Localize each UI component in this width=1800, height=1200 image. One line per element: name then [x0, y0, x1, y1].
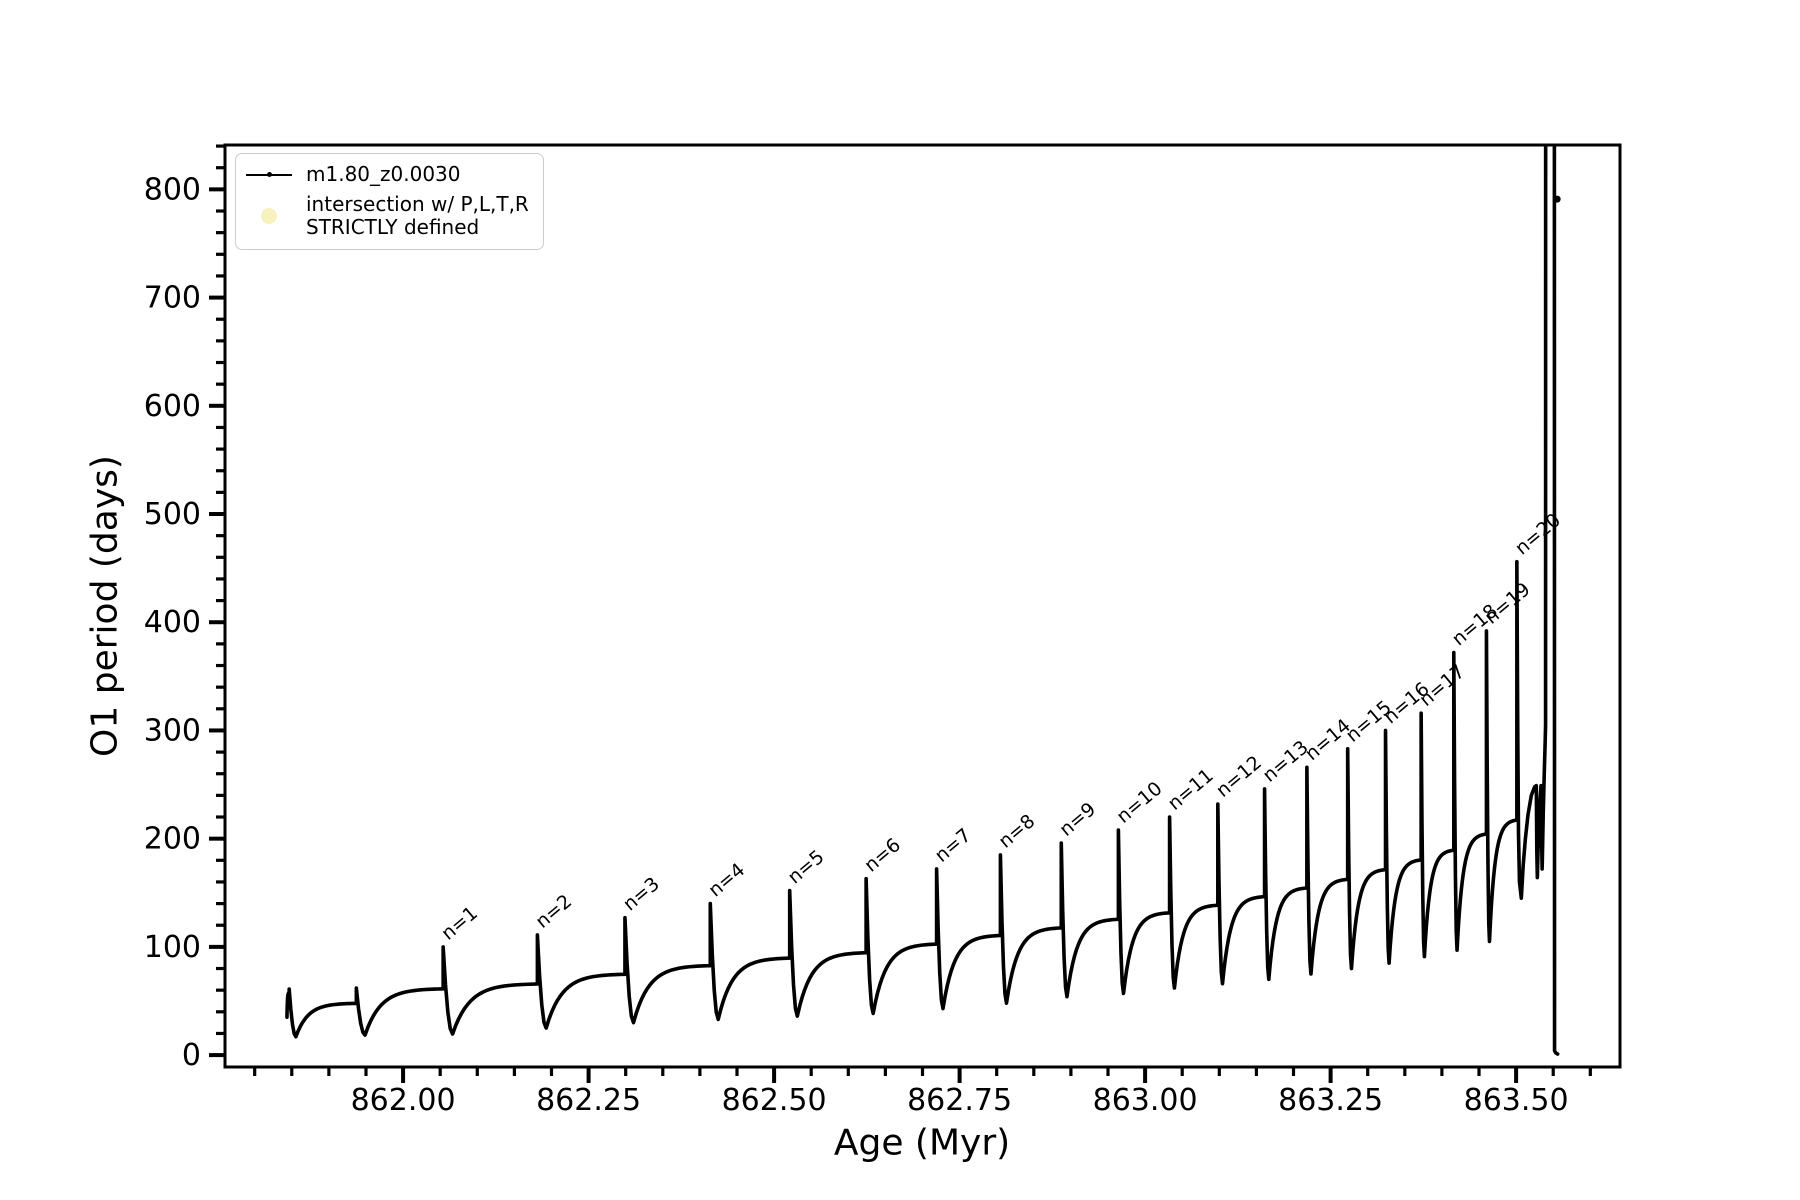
x-tick-label: 863.25	[1278, 1083, 1383, 1118]
annotation-n-5: n=5	[784, 846, 829, 889]
axes-spines	[223, 143, 1622, 1069]
y-tick-label: 300	[144, 713, 201, 748]
legend-entry-label: m1.80_z0.0030	[306, 162, 461, 186]
dot-marker-icon	[266, 171, 272, 177]
legend-entry-intersection: intersection w/ P,L,T,R STRICTLY defined	[246, 193, 529, 239]
y-tick-label: 400	[144, 605, 201, 640]
line-sample-icon	[246, 171, 292, 177]
x-tick-label: 862.75	[907, 1083, 1012, 1118]
y-tick-label: 100	[144, 930, 201, 965]
annotation-n-6: n=6	[860, 834, 905, 877]
annotation-n-3: n=3	[619, 873, 664, 916]
legend: m1.80_z0.0030 intersection w/ P,L,T,R ST…	[235, 153, 544, 250]
legend-entry-label: intersection w/ P,L,T,R STRICTLY defined	[306, 192, 529, 239]
x-axis-label: Age (Myr)	[833, 1122, 1011, 1164]
y-tick-label: 0	[182, 1038, 201, 1073]
y-tick-label: 700	[144, 281, 201, 316]
annotation-n-11: n=11	[1164, 764, 1218, 814]
x-tick-label: 862.50	[722, 1083, 827, 1118]
annotation-n-1: n=1	[437, 902, 482, 945]
data-point	[1553, 195, 1561, 203]
annotation-n-12: n=12	[1212, 751, 1266, 801]
data-curve	[285, 145, 1560, 1056]
annotation-n-2: n=2	[531, 890, 576, 933]
x-tick-label: 863.00	[1093, 1083, 1198, 1118]
annotation-n-10: n=10	[1112, 777, 1166, 827]
legend-entry-series: m1.80_z0.0030	[246, 163, 529, 186]
x-tick-label: 862.00	[351, 1083, 456, 1118]
annotation-n-9: n=9	[1055, 798, 1100, 841]
x-tick-label: 862.25	[536, 1083, 641, 1118]
circle-marker-icon	[261, 208, 277, 224]
y-tick-label: 600	[144, 389, 201, 424]
annotation-n-7: n=7	[931, 824, 976, 867]
legend-line-marker	[246, 171, 292, 177]
legend-circle-marker	[246, 208, 292, 224]
y-axis-label: O1 period (days)	[84, 455, 126, 757]
annotation-n-4: n=4	[704, 859, 749, 902]
y-tick-label: 800	[144, 172, 201, 207]
y-tick-label: 500	[144, 497, 201, 532]
y-tick-label: 200	[144, 822, 201, 857]
x-tick-label: 863.50	[1464, 1083, 1569, 1118]
annotation-n-8: n=8	[994, 810, 1039, 853]
annotation-n-20: n=20	[1511, 509, 1565, 559]
